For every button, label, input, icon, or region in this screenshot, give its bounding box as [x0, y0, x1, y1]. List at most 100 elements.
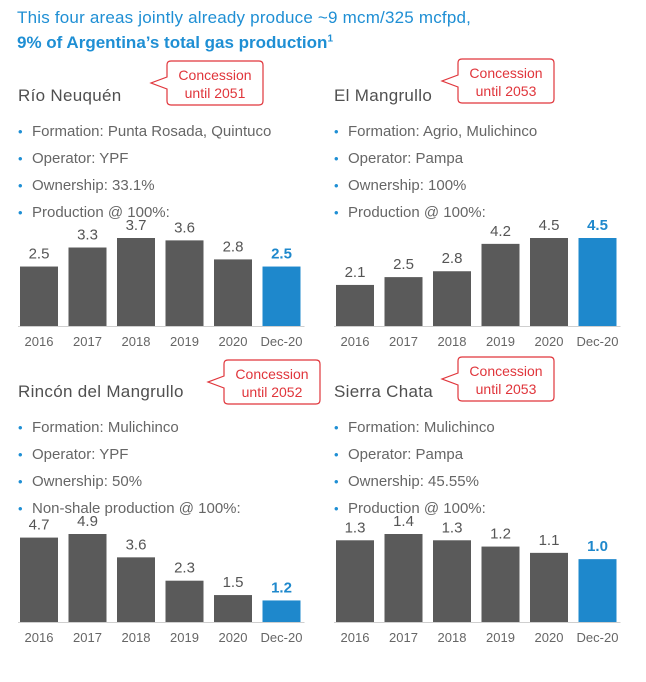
- bullet-item: • Operator: Pampa: [334, 441, 495, 468]
- bullet-dot-icon: •: [18, 151, 23, 166]
- data-label: 3.6: [174, 219, 195, 236]
- bar-chart-svg: 1.3 2016 1.4 2017 1.3 2018 1.2 2019 1.1 2020 1.0 De…: [334, 513, 621, 645]
- callout-text: Concession until 2053: [458, 64, 554, 100]
- bullet-text: Operator: Pampa: [348, 446, 464, 463]
- panel-el-mangrullo: El Mangrullo Concession until 2053 • Form…: [334, 58, 644, 386]
- callout-shape: [149, 60, 264, 106]
- bullet-dot-icon: •: [334, 124, 339, 139]
- data-label: 1.2: [490, 526, 511, 543]
- bullet-dot-icon: •: [18, 178, 23, 193]
- headline-line-2: 9% of Argentina’s total gas production1: [17, 33, 637, 53]
- bullet-dot-icon: •: [334, 205, 339, 220]
- bullet-item: • Ownership: 45.55%: [334, 468, 495, 495]
- headline-line-2-text: 9% of Argentina’s total gas production: [17, 33, 328, 52]
- headline: This four areas jointly already produce …: [17, 8, 637, 53]
- bar-2017: [68, 534, 107, 622]
- data-label: 3.3: [77, 227, 98, 244]
- bullet-text: Formation: Agrio, Mulichinco: [348, 123, 538, 140]
- data-label: 4.7: [29, 517, 50, 534]
- callout-line-1: Concession: [178, 67, 252, 83]
- bar-2018: [117, 238, 155, 326]
- panel-rincon-del-mangrullo: Rincón del Mangrullo Concession until 20…: [18, 359, 328, 682]
- bar-2020: [214, 595, 252, 622]
- x-tick-label: 2018: [438, 630, 467, 645]
- x-tick-label: 2020: [219, 334, 248, 349]
- bullet-text: Production @ 100%:: [348, 204, 486, 221]
- callout-line-2: until 2053: [475, 83, 537, 99]
- x-tick-label: 2016: [341, 630, 370, 645]
- bar-2018: [117, 557, 155, 622]
- bar-dec-20: [578, 559, 617, 622]
- bar-dec-20: [578, 238, 617, 326]
- data-label: 1.2: [271, 579, 292, 596]
- bullet-dot-icon: •: [18, 124, 23, 139]
- concession-callout: Concession until 2052: [202, 359, 321, 405]
- bullet-dot-icon: •: [18, 420, 23, 435]
- bullet-item: • Ownership: 33.1%: [18, 172, 271, 199]
- concession-callout: Concession until 2053: [436, 58, 555, 104]
- data-label: 1.4: [393, 513, 414, 530]
- data-label: 2.8: [442, 250, 463, 267]
- bar-2018: [433, 271, 471, 326]
- bar-2016: [336, 284, 374, 326]
- x-tick-label: Dec-20: [261, 630, 303, 645]
- bullet-dot-icon: •: [334, 420, 339, 435]
- data-label: 2.1: [345, 264, 366, 281]
- x-tick-label: 2016: [341, 334, 370, 349]
- bar-2016: [336, 540, 374, 622]
- data-label: 3.7: [126, 217, 147, 234]
- bullet-dot-icon: •: [18, 474, 23, 489]
- bullet-dot-icon: •: [18, 501, 23, 516]
- panel-title: Rincón del Mangrullo: [18, 382, 184, 401]
- bullet-text: Formation: Punta Rosada, Quintuco: [32, 123, 272, 140]
- callout-text: Concession until 2052: [224, 365, 320, 401]
- x-tick-label: 2017: [73, 334, 102, 349]
- callout-line-1: Concession: [469, 363, 543, 379]
- bar-dec-20: [262, 266, 301, 326]
- bar-dec-20: [262, 600, 301, 622]
- data-label: 4.5: [539, 217, 560, 234]
- panel-title: Río Neuquén: [18, 86, 122, 105]
- x-tick-label: 2020: [535, 334, 564, 349]
- callout-shape: [206, 359, 321, 405]
- callout-line-1: Concession: [469, 65, 543, 81]
- bullet-item: • Operator: Pampa: [334, 145, 537, 172]
- bullet-text: Formation: Mulichinco: [348, 419, 495, 436]
- bullet-item: • Formation: Agrio, Mulichinco: [334, 118, 537, 145]
- x-tick-label: 2019: [486, 334, 515, 349]
- production-chart: 4.7 2016 4.9 2017 3.6 2018 2.3 2019 1.5 2020 1.2 De…: [18, 510, 328, 660]
- panel-title: El Mangrullo: [334, 86, 433, 105]
- production-chart: 2.5 2016 3.3 2017 3.7 2018 3.6 2019 2.8 2020 2.5 De…: [18, 214, 328, 364]
- x-tick-label: 2019: [486, 630, 515, 645]
- bullet-text: Ownership: 33.1%: [32, 177, 155, 194]
- bar-2016: [20, 266, 58, 326]
- bullet-dot-icon: •: [18, 205, 23, 220]
- bar-2017: [68, 247, 107, 326]
- bullet-item: • Production @ 100%:: [334, 495, 495, 522]
- callout-line-2: until 2053: [475, 381, 537, 397]
- x-tick-label: 2020: [535, 630, 564, 645]
- data-label: 1.3: [442, 519, 463, 536]
- data-label: 4.5: [587, 217, 608, 234]
- data-label: 1.0: [587, 538, 608, 555]
- data-label: 1.5: [223, 574, 244, 591]
- bullet-dot-icon: •: [334, 151, 339, 166]
- bullet-dot-icon: •: [334, 474, 339, 489]
- concession-callout: Concession until 2051: [145, 60, 264, 106]
- bar-2019: [165, 240, 204, 326]
- bullet-text: Operator: YPF: [32, 150, 129, 167]
- bar-2016: [20, 537, 58, 622]
- footnote-marker: 1: [327, 33, 333, 45]
- x-tick-label: 2017: [73, 630, 102, 645]
- bullet-list: • Formation: Mulichinco • Operator: YPF • O…: [18, 414, 241, 522]
- bullet-text: Ownership: 45.55%: [348, 473, 479, 490]
- bar-2019: [165, 580, 204, 622]
- callout-text: Concession until 2053: [458, 362, 554, 398]
- bar-2018: [433, 540, 471, 622]
- data-label: 4.2: [490, 223, 511, 240]
- x-tick-label: 2016: [25, 630, 54, 645]
- concession-callout: Concession until 2053: [436, 356, 555, 402]
- x-tick-label: 2017: [389, 630, 418, 645]
- bar-2020: [214, 259, 252, 326]
- callout-shape: [440, 356, 555, 402]
